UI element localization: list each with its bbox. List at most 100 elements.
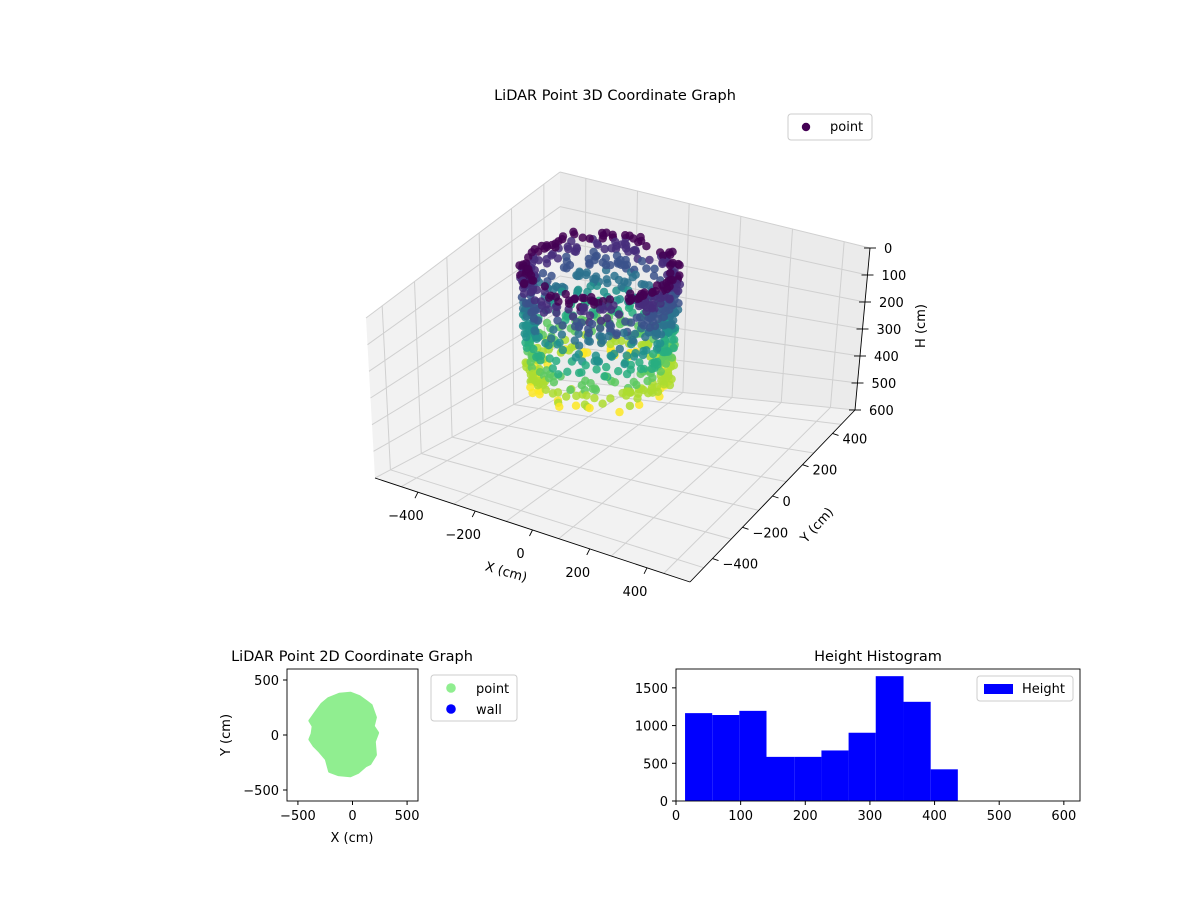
chart-2d: LiDAR Point 2D Coordinate Graph −500 0 500… <box>219 649 518 846</box>
chart-histogram: Height Histogram 0 100 200 300 400 500 600 0 500… <box>635 649 1081 824</box>
lidar-point-3d <box>563 367 572 376</box>
lidar-point-3d <box>545 354 554 363</box>
lidar-point-3d <box>570 230 579 239</box>
y-tick-label-histogram: 1500 <box>635 682 668 697</box>
x-tick-label-histogram: 200 <box>793 809 818 824</box>
y-tick-label-histogram: 1000 <box>635 720 668 735</box>
grid-line-3d <box>451 436 759 511</box>
lidar-point-3d <box>558 345 567 355</box>
lidar-point-3d <box>600 244 609 254</box>
y-tick-3d <box>712 558 719 561</box>
lidar-point-3d <box>620 359 629 369</box>
lidar-point-3d <box>544 293 554 302</box>
lidar-point-3d <box>564 244 573 254</box>
legend-2d-label-point: point <box>476 682 509 697</box>
lidar-point-3d <box>635 400 644 409</box>
z-tick-label-3d: 200 <box>879 296 904 311</box>
y-tick-label-histogram: 500 <box>643 757 668 772</box>
histogram-bar <box>685 713 713 801</box>
lidar-point-3d <box>555 338 564 347</box>
grid-line-3d <box>513 404 814 454</box>
lidar-point-3d <box>566 385 575 395</box>
lidar-point-3d <box>597 338 606 348</box>
lidar-point-3d <box>652 328 661 337</box>
lidar-point-3d <box>637 257 647 266</box>
grid-line-3d <box>482 420 787 483</box>
grid-line-3d <box>446 257 453 438</box>
histogram-bar <box>766 756 795 801</box>
lidar-point-3d <box>589 247 598 257</box>
x-tick-3d <box>471 510 476 518</box>
lidar-point-3d <box>554 297 563 306</box>
legend-histogram-label: Height <box>1022 682 1065 697</box>
lidar-point-3d <box>572 271 581 280</box>
chart-2d-title: LiDAR Point 2D Coordinate Graph <box>231 649 473 665</box>
lidar-point-3d <box>562 392 571 401</box>
lidar-point-3d <box>664 328 673 337</box>
lidar-point-3d <box>581 361 590 370</box>
lidar-point-3d <box>600 372 609 381</box>
grid-line-3d <box>780 228 793 403</box>
histogram-bar <box>848 732 876 801</box>
plot-area-2d: −500 0 500 −500 0 500 <box>243 668 419 824</box>
lidar-point-3d <box>584 328 594 338</box>
y-tick-3d <box>802 464 809 468</box>
x-tick-label-3d: −200 <box>445 528 481 543</box>
lidar-point-3d <box>582 270 591 280</box>
lidar-point-3d <box>531 327 540 336</box>
lidar-point-3d <box>642 264 651 273</box>
legend-histogram-swatch <box>984 684 1013 694</box>
lidar-point-3d <box>552 356 561 366</box>
lidar-point-3d <box>666 261 675 270</box>
lidar-point-3d <box>540 282 549 291</box>
lidar-point-3d <box>639 321 648 330</box>
y-tick-label-2d: 0 <box>271 729 279 744</box>
y-tick-3d <box>832 433 839 436</box>
grid-line-3d <box>663 407 831 574</box>
plot-area-histogram: 0 100 200 300 400 500 600 0 500 1000 1500 <box>635 668 1081 824</box>
z-tick-label-3d: 300 <box>877 323 902 338</box>
lidar-point-3d <box>615 407 624 417</box>
lidar-point-3d <box>549 378 559 387</box>
axes-3d: −400 −200 0 200 400 −400 −200 0 200 400 0 100 200 300… <box>374 242 906 600</box>
lidar-point-3d <box>574 350 583 359</box>
y-tick-label-histogram: 0 <box>660 795 668 810</box>
lidar-point-3d <box>614 367 623 376</box>
lidar-point-3d <box>629 352 639 361</box>
lidar-point-3d <box>530 296 539 305</box>
point-cloud-2d <box>308 691 380 778</box>
lidar-point-3d <box>561 289 570 299</box>
y-tick-label-3d: −200 <box>753 526 789 541</box>
lidar-point-3d <box>631 247 640 256</box>
grid-line-3d <box>511 208 515 405</box>
z-tick-label-3d: 600 <box>869 404 894 419</box>
lidar-point-3d <box>558 321 567 330</box>
y-tick-label-2d: −500 <box>243 784 279 799</box>
legend-2d: point wall <box>430 674 518 722</box>
grid-line-3d <box>731 216 742 398</box>
lidar-point-3d <box>633 394 642 403</box>
lidar-point-3d <box>636 364 646 374</box>
lidar-point-3d <box>617 336 626 346</box>
lidar-point-3d <box>639 346 648 356</box>
lidar-point-3d <box>622 260 632 269</box>
y-tick-label-3d: −400 <box>723 558 759 573</box>
lidar-point-3d <box>631 270 640 279</box>
x-tick-label-3d: 0 <box>516 547 524 562</box>
lidar-point-3d <box>590 393 599 403</box>
grid-line-3d <box>421 453 732 540</box>
lidar-point-3d <box>557 330 567 339</box>
y-tick-label-3d: 400 <box>843 432 868 447</box>
lidar-point-3d <box>621 317 630 326</box>
lidar-point-3d <box>622 369 632 379</box>
lidar-point-3d <box>542 259 552 268</box>
lidar-point-3d <box>533 316 543 325</box>
lidar-point-3d <box>574 329 583 338</box>
grid-line-3d <box>365 171 561 319</box>
grid-line-3d <box>559 206 868 276</box>
lidar-point-3d <box>619 328 628 338</box>
grid-line-3d <box>829 241 845 408</box>
lidar-point-3d <box>645 255 654 265</box>
lidar-point-3d <box>596 316 606 326</box>
